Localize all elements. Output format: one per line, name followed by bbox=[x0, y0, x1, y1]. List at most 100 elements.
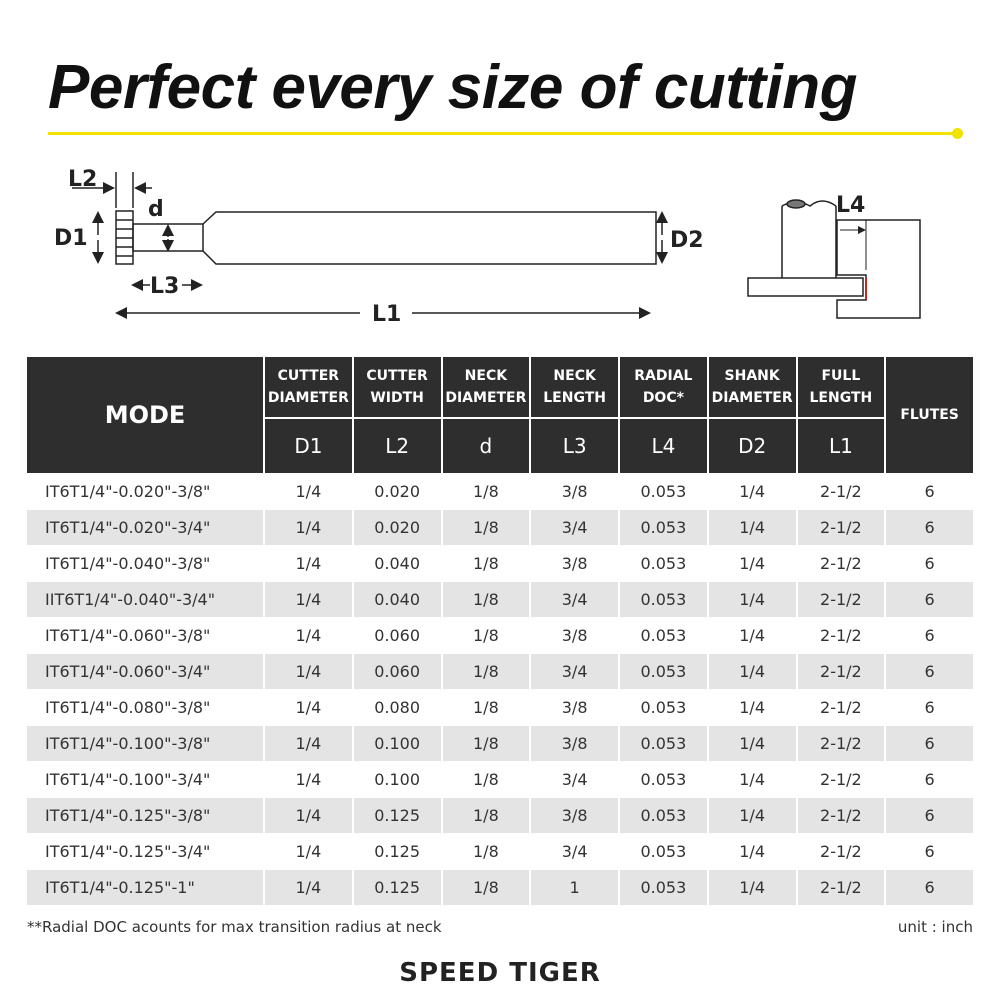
model-cell: IT6T1/4"-0.060"-3/4" bbox=[27, 653, 263, 689]
label-L1: L1 bbox=[372, 302, 401, 327]
table-row: IT6T1/4"-0.020"-3/8" 1/4 0.020 1/8 3/8 0.053 1… bbox=[27, 473, 973, 509]
table-row: IT6T1/4"-0.080"-3/8" 1/4 0.080 1/8 3/8 0.053 1… bbox=[27, 689, 973, 725]
value-cell: 0.053 bbox=[620, 689, 707, 725]
value-cell: 0.053 bbox=[620, 473, 707, 509]
value-cell: 1/4 bbox=[265, 581, 352, 617]
value-cell: 0.080 bbox=[353, 689, 441, 725]
header-cutter-diameter: CUTTER DIAMETER bbox=[265, 357, 352, 419]
value-cell: 1/4 bbox=[708, 473, 796, 509]
value-cell: 6 bbox=[886, 869, 973, 905]
value-cell: 1/4 bbox=[708, 509, 796, 545]
value-cell: 2-1/2 bbox=[797, 509, 885, 545]
label-L3: L3 bbox=[150, 274, 179, 299]
value-cell: 1/4 bbox=[708, 761, 796, 797]
value-cell: 2-1/2 bbox=[797, 545, 885, 581]
model-cell: IIT6T1/4"-0.040"-3/4" bbox=[27, 581, 263, 617]
value-cell: 2-1/2 bbox=[797, 761, 885, 797]
header-mode: MODE bbox=[27, 357, 263, 473]
value-cell: 1/4 bbox=[708, 689, 796, 725]
value-cell: 6 bbox=[886, 761, 973, 797]
underline-dot bbox=[952, 128, 963, 139]
value-cell: 1/8 bbox=[442, 761, 530, 797]
value-cell: 0.053 bbox=[620, 617, 707, 653]
value-cell: 2-1/2 bbox=[797, 725, 885, 761]
value-cell: 0.053 bbox=[620, 509, 707, 545]
value-cell: 0.053 bbox=[620, 869, 707, 905]
value-cell: 2-1/2 bbox=[797, 653, 885, 689]
header-full-length: FULL LENGTH bbox=[797, 357, 885, 419]
value-cell: 1/4 bbox=[265, 509, 352, 545]
table-row: IT6T1/4"-0.060"-3/4" 1/4 0.060 1/8 3/4 0.053 1… bbox=[27, 653, 973, 689]
page-title: Perfect every size of cutting bbox=[48, 53, 858, 122]
value-cell: 0.020 bbox=[353, 473, 441, 509]
workpiece-drawing bbox=[747, 199, 921, 319]
value-cell: 1/8 bbox=[442, 473, 530, 509]
value-cell: 0.125 bbox=[353, 797, 441, 833]
value-cell: 1/8 bbox=[442, 581, 530, 617]
label-d: d bbox=[148, 197, 164, 222]
value-cell: 1/8 bbox=[442, 617, 530, 653]
value-cell: 1/4 bbox=[265, 761, 352, 797]
value-cell: 0.053 bbox=[620, 797, 707, 833]
label-L4: L4 bbox=[836, 193, 865, 218]
value-cell: 0.125 bbox=[353, 869, 441, 905]
value-cell: 0.100 bbox=[353, 761, 441, 797]
value-cell: 0.125 bbox=[353, 833, 441, 869]
value-cell: 3/8 bbox=[531, 617, 618, 653]
value-cell: 6 bbox=[886, 545, 973, 581]
model-cell: IT6T1/4"-0.020"-3/8" bbox=[27, 473, 263, 509]
value-cell: 6 bbox=[886, 797, 973, 833]
model-cell: IT6T1/4"-0.125"-1" bbox=[27, 869, 263, 905]
value-cell: 0.040 bbox=[353, 545, 441, 581]
value-cell: 0.053 bbox=[620, 653, 707, 689]
value-cell: 3/8 bbox=[531, 689, 618, 725]
value-cell: 6 bbox=[886, 689, 973, 725]
model-cell: IT6T1/4"-0.080"-3/8" bbox=[27, 689, 263, 725]
value-cell: 3/4 bbox=[531, 833, 618, 869]
value-cell: 0.053 bbox=[620, 725, 707, 761]
value-cell: 2-1/2 bbox=[797, 833, 885, 869]
cutter-drawing bbox=[115, 210, 657, 265]
value-cell: 2-1/2 bbox=[797, 617, 885, 653]
value-cell: 2-1/2 bbox=[797, 797, 885, 833]
value-cell: 0.020 bbox=[353, 509, 441, 545]
value-cell: 1/4 bbox=[708, 617, 796, 653]
value-cell: 1/8 bbox=[442, 689, 530, 725]
table-row: IT6T1/4"-0.125"-3/4" 1/4 0.125 1/8 3/4 0.053 1… bbox=[27, 833, 973, 869]
symbol-L4: L4 bbox=[620, 419, 707, 473]
symbol-D2: D2 bbox=[708, 419, 796, 473]
value-cell: 3/8 bbox=[531, 725, 618, 761]
value-cell: 2-1/2 bbox=[797, 581, 885, 617]
value-cell: 1 bbox=[531, 869, 618, 905]
symbol-d: d bbox=[442, 419, 530, 473]
value-cell: 3/4 bbox=[531, 761, 618, 797]
value-cell: 3/4 bbox=[531, 509, 618, 545]
value-cell: 1/4 bbox=[265, 653, 352, 689]
value-cell: 0.040 bbox=[353, 581, 441, 617]
value-cell: 0.053 bbox=[620, 545, 707, 581]
value-cell: 0.053 bbox=[620, 833, 707, 869]
value-cell: 3/8 bbox=[531, 797, 618, 833]
label-L2: L2 bbox=[68, 167, 97, 192]
value-cell: 1/4 bbox=[708, 653, 796, 689]
unit-label: unit : inch bbox=[897, 918, 973, 936]
footnote: **Radial DOC acounts for max transition … bbox=[27, 918, 442, 936]
model-cell: IT6T1/4"-0.040"-3/8" bbox=[27, 545, 263, 581]
value-cell: 6 bbox=[886, 725, 973, 761]
table-row: IT6T1/4"-0.040"-3/8" 1/4 0.040 1/8 3/8 0.053 1… bbox=[27, 545, 973, 581]
value-cell: 1/4 bbox=[708, 833, 796, 869]
model-cell: IT6T1/4"-0.125"-3/4" bbox=[27, 833, 263, 869]
value-cell: 1/8 bbox=[442, 797, 530, 833]
symbol-D1: D1 bbox=[265, 419, 352, 473]
value-cell: 1/4 bbox=[265, 617, 352, 653]
value-cell: 1/4 bbox=[708, 581, 796, 617]
model-cell: IT6T1/4"-0.100"-3/4" bbox=[27, 761, 263, 797]
header-neck-length: NECK LENGTH bbox=[531, 357, 618, 419]
value-cell: 1/8 bbox=[442, 509, 530, 545]
value-cell: 3/4 bbox=[531, 581, 618, 617]
table-row: IT6T1/4"-0.060"-3/8" 1/4 0.060 1/8 3/8 0.053 1… bbox=[27, 617, 973, 653]
value-cell: 2-1/2 bbox=[797, 473, 885, 509]
table-row: IT6T1/4"-0.125"-1" 1/4 0.125 1/8 1 0.053 1/4 2-… bbox=[27, 869, 973, 905]
value-cell: 1/8 bbox=[442, 545, 530, 581]
spec-table: MODE CUTTER DIAMETER CUTTER WIDTH NECK D… bbox=[25, 357, 975, 905]
